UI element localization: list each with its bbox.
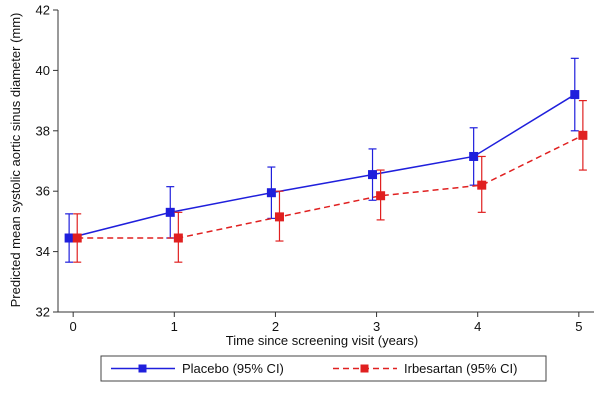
data-point-irbesartan (376, 191, 386, 201)
data-point-irbesartan (274, 212, 284, 222)
x-tick-label: 3 (373, 319, 380, 334)
y-tick-label: 38 (36, 123, 50, 138)
x-tick-label: 2 (272, 319, 279, 334)
series-line-irbesartan (77, 134, 584, 239)
y-tick-label: 32 (36, 305, 50, 320)
data-point-placebo (368, 170, 378, 180)
x-tick-label: 5 (575, 319, 582, 334)
legend-label-placebo: Placebo (95% CI) (182, 361, 284, 376)
series-layer (64, 57, 588, 263)
series-line-placebo (68, 93, 576, 239)
x-tick-label: 0 (70, 319, 77, 334)
legend-label-irbesartan: Irbesartan (95% CI) (404, 361, 517, 376)
legend: Placebo (95% CI) Irbesartan (95% CI) (100, 355, 547, 382)
series-placebo (64, 57, 580, 263)
y-tick-label: 36 (36, 184, 50, 199)
y-axis-title: Predicted mean systolic aortic sinus dia… (8, 13, 23, 308)
legend-frame (100, 355, 547, 382)
series-irbesartan (72, 99, 588, 263)
legend-marker-placebo (138, 364, 147, 373)
x-axis-title: Time since screening visit (years) (226, 333, 418, 348)
y-tick-label: 42 (36, 3, 50, 18)
data-point-placebo (64, 233, 74, 243)
data-point-irbesartan (173, 233, 183, 243)
x-tick-label: 1 (171, 319, 178, 334)
x-tick-label: 4 (474, 319, 481, 334)
data-point-placebo (570, 90, 580, 100)
data-point-placebo (165, 207, 175, 217)
y-tick-label: 40 (36, 63, 50, 78)
legend-marker-irbesartan (360, 364, 369, 373)
y-tick-label: 34 (36, 244, 50, 259)
data-point-placebo (469, 151, 479, 161)
data-point-irbesartan (477, 180, 487, 190)
data-point-irbesartan (72, 233, 82, 243)
data-point-irbesartan (578, 130, 588, 140)
data-point-placebo (266, 188, 276, 198)
